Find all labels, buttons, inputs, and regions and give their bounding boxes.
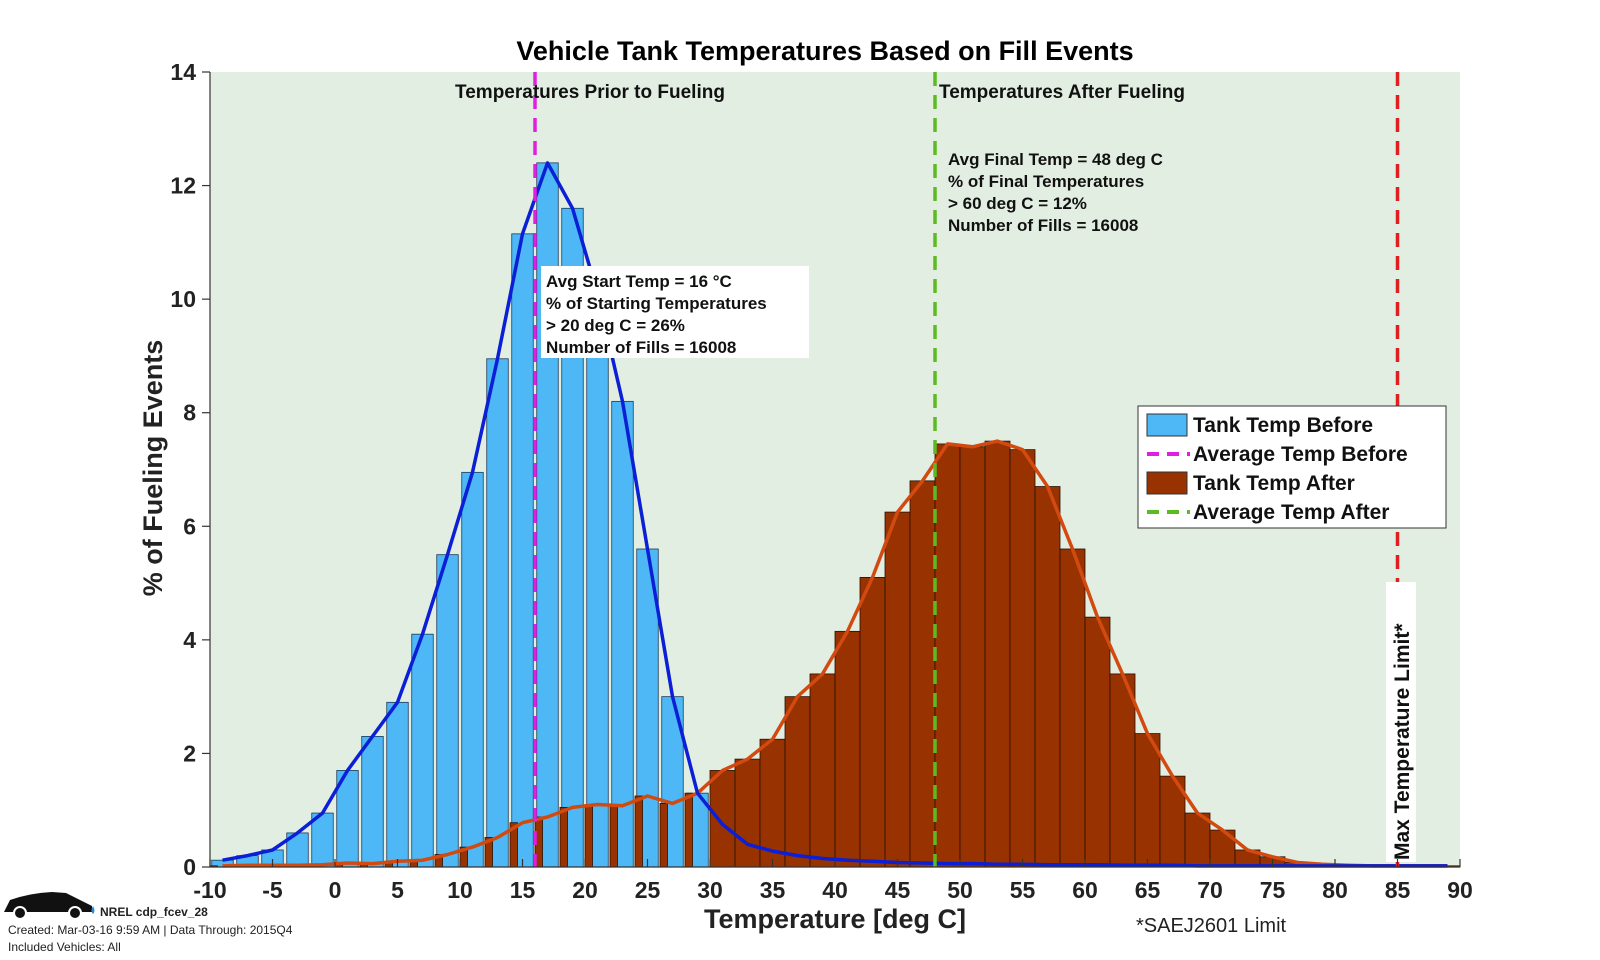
bar-before [487,359,509,867]
bar-after [585,805,593,867]
footer-included: Included Vehicles: All [8,940,121,954]
bar-before [387,702,409,867]
x-tick-label: 80 [1322,877,1348,903]
bar-after [935,444,960,867]
annotation-after-line-2: % of Final Temperatures [948,172,1144,191]
x-tick-label: -5 [262,877,283,903]
legend-label-avg-after: Average Temp After [1193,501,1389,524]
annotation-before-line-3: > 20 deg C = 26% [546,316,685,335]
legend-swatch-before [1147,414,1187,436]
bar-after [910,481,935,867]
chart: Vehicle Tank Temperatures Based on Fill … [0,0,1600,960]
annotation-before-line-1: Avg Start Temp = 16 °C [546,272,732,291]
x-tick-label: 30 [697,877,723,903]
region-label-before: Temperatures Prior to Fueling [455,82,725,103]
annotation-after-line-3: > 60 deg C = 12% [948,194,1087,213]
x-tick-label: 90 [1447,877,1473,903]
x-tick-label: 55 [1010,877,1036,903]
x-tick-label: 70 [1197,877,1223,903]
x-tick-label: 35 [760,877,786,903]
bar-before [612,401,634,867]
bar-after [885,512,910,867]
y-axis-label: % of Fueling Events [138,340,168,597]
bar-after [685,793,693,867]
max-limit-label: Max Temperature Limit* [1386,582,1416,862]
x-tick-label: 25 [635,877,661,903]
bar-after [560,807,568,867]
x-tick-label: 10 [447,877,473,903]
y-tick-label: 14 [170,59,196,85]
x-tick-label: 60 [1072,877,1098,903]
car-icon [4,892,95,919]
bar-after [835,631,860,867]
bar-after [785,697,810,867]
annotation-before-line-2: % of Starting Temperatures [546,294,767,313]
bar-after [810,674,835,867]
x-tick-label: 0 [329,877,342,903]
x-tick-label: 15 [510,877,536,903]
annotation-before: Avg Start Temp = 16 °C % of Starting Tem… [541,266,809,358]
footer-vehicle-label: NREL cdp_fcev_28 [100,905,208,919]
x-tick-label: 50 [947,877,973,903]
bar-after [985,441,1010,867]
bar-after [635,796,643,867]
y-tick-label: 12 [170,173,196,199]
x-tick-label: 45 [885,877,911,903]
max-limit-text: Max Temperature Limit* [1391,623,1414,860]
footer-created: Created: Mar-03-16 9:59 AM | Data Throug… [8,923,292,937]
legend: Tank Temp Before Average Temp Before Tan… [1138,406,1446,528]
bar-after [1035,487,1060,867]
y-tick-label: 2 [183,740,196,766]
bar-after [1135,734,1160,867]
x-tick-label: 65 [1135,877,1161,903]
y-tick-label: 6 [183,513,196,539]
x-tick-label: 75 [1260,877,1286,903]
chart-title: Vehicle Tank Temperatures Based on Fill … [516,36,1133,66]
bar-after [860,577,885,867]
bar-after [960,447,985,867]
bar-before [362,736,384,867]
x-tick-label: 20 [572,877,598,903]
legend-swatch-after [1147,472,1187,494]
bar-after [1010,450,1035,867]
footnote: *SAEJ2601 Limit [1136,915,1287,937]
region-label-after: Temperatures After Fueling [939,82,1185,103]
y-tick-label: 10 [170,286,196,312]
x-tick-label: 5 [391,877,404,903]
bar-after [660,803,668,867]
bar-after [610,806,618,867]
bar-before [412,634,434,867]
bar-before [512,234,534,867]
annotation-before-line-4: Number of Fills = 16008 [546,338,736,357]
x-tick-label: 85 [1385,877,1411,903]
x-axis-label: Temperature [deg C] [704,904,966,934]
annotation-after-line-1: Avg Final Temp = 48 deg C [948,150,1163,169]
annotation-after-line-4: Number of Fills = 16008 [948,216,1138,235]
y-tick-label: 4 [183,627,196,653]
bar-after [1085,617,1110,867]
y-tick-label: 8 [183,400,196,426]
bar-after [1060,549,1085,867]
x-tick-label: -10 [193,877,226,903]
legend-label-before: Tank Temp Before [1193,414,1373,437]
legend-label-after: Tank Temp After [1193,472,1355,495]
x-tick-label: 40 [822,877,848,903]
legend-label-avg-before: Average Temp Before [1193,443,1408,466]
bar-after [735,759,760,867]
bar-before [437,555,459,867]
bar-before [587,293,609,867]
bar-after [1110,674,1135,867]
bar-before [462,472,484,867]
bar-after [710,770,735,867]
